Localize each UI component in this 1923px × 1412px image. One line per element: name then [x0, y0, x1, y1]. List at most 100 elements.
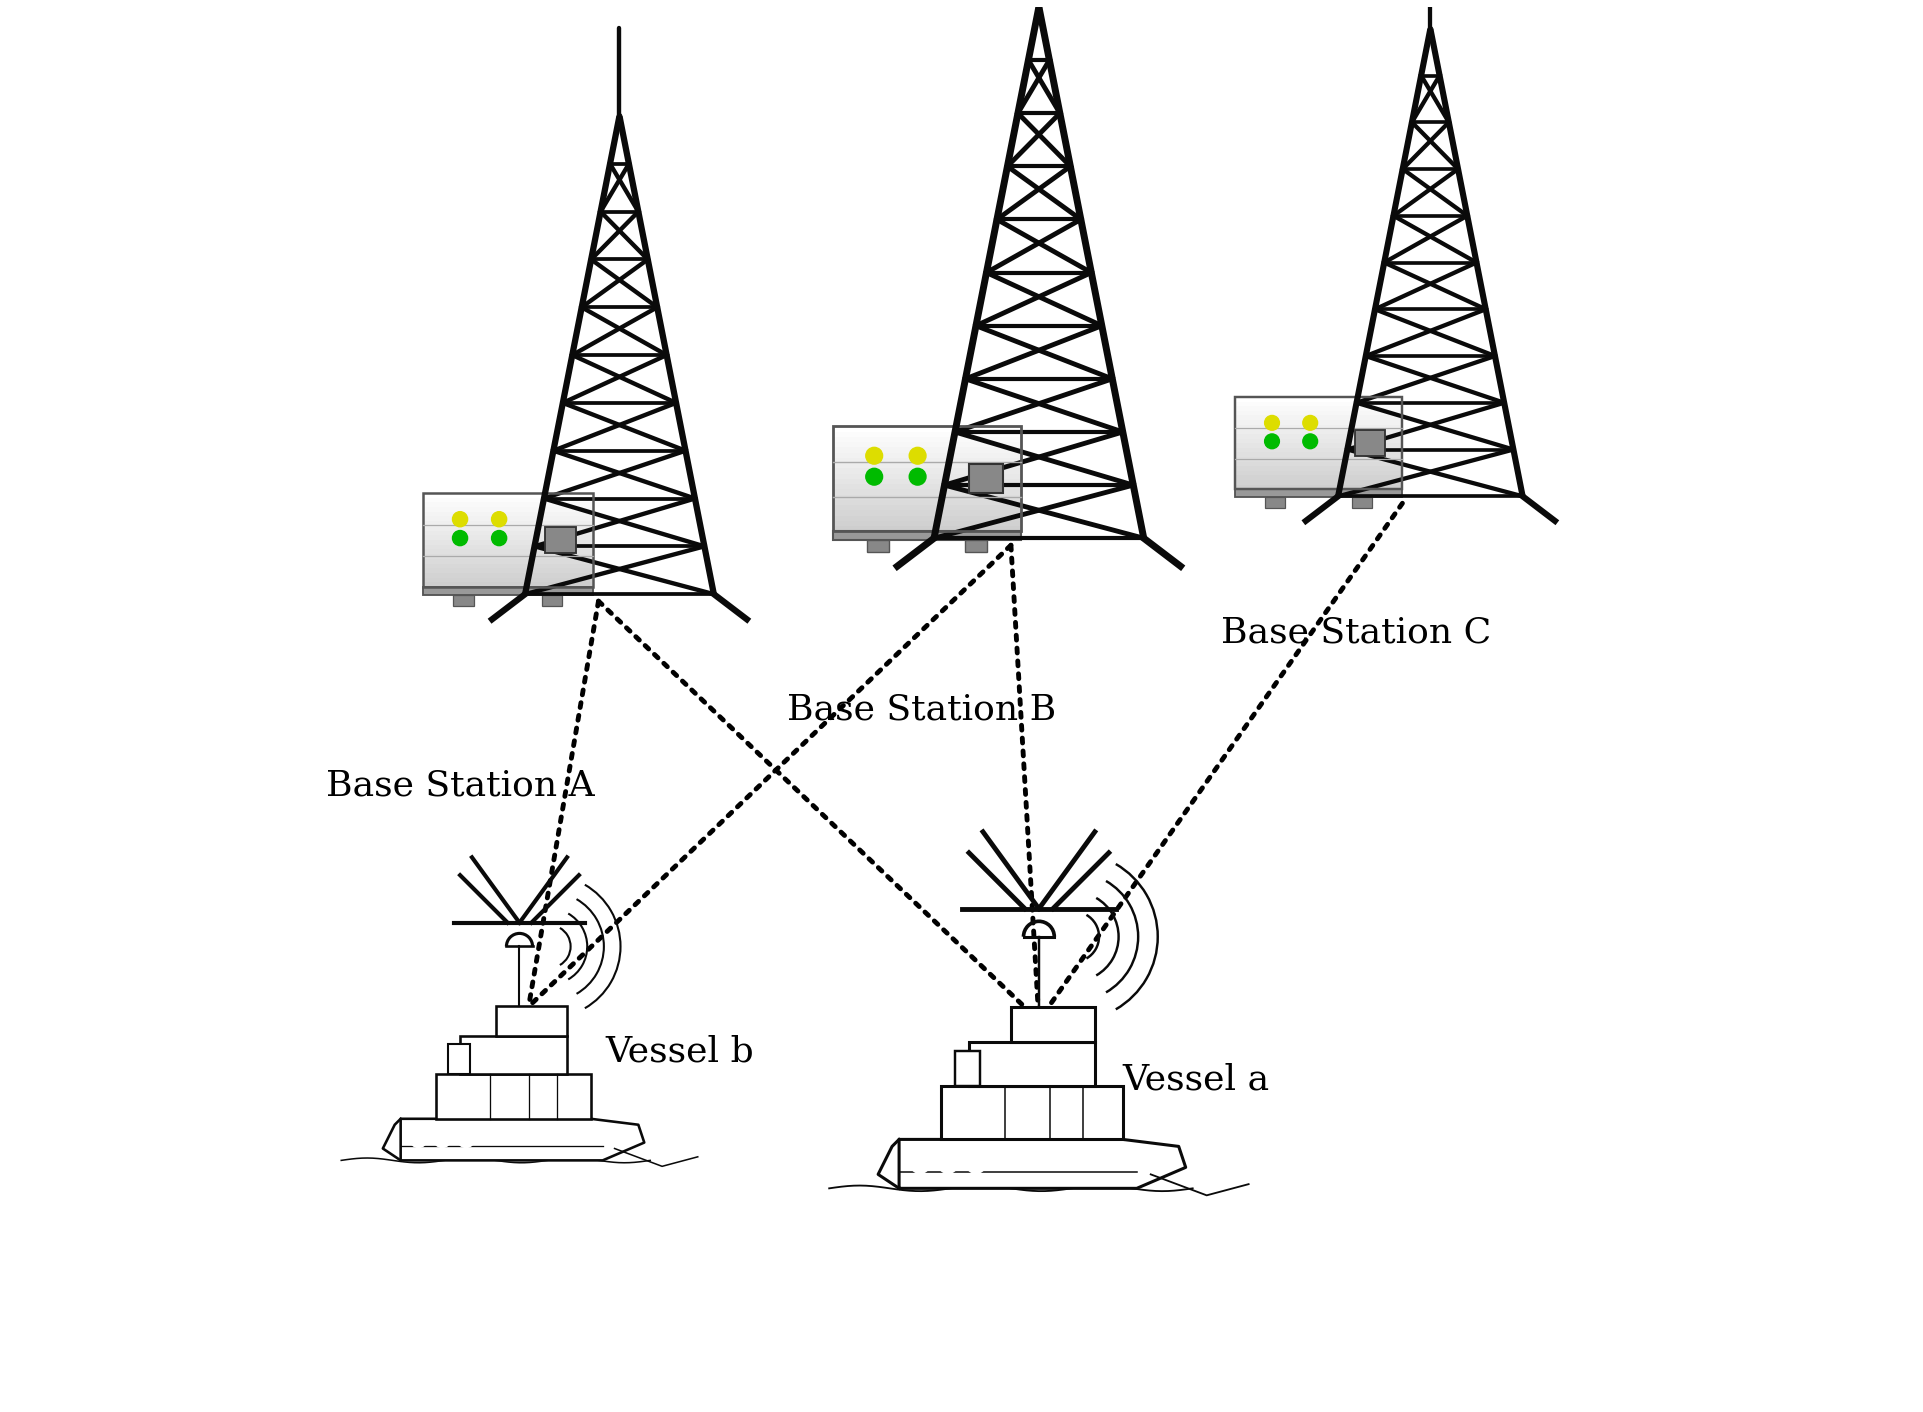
Bar — [1235, 452, 1400, 457]
Bar — [969, 1042, 1094, 1086]
Circle shape — [1302, 433, 1317, 449]
Bar — [437, 1073, 590, 1118]
Bar — [423, 539, 592, 545]
Bar — [423, 559, 592, 563]
Circle shape — [458, 1131, 475, 1148]
Bar — [833, 510, 1021, 515]
Bar — [423, 503, 592, 507]
Circle shape — [938, 1154, 958, 1173]
Bar — [423, 582, 592, 587]
Bar — [1265, 497, 1285, 508]
Bar — [423, 493, 592, 497]
Bar — [423, 554, 592, 559]
Bar — [1235, 443, 1400, 448]
Bar — [833, 515, 1021, 521]
Bar — [1235, 425, 1400, 429]
Bar — [423, 493, 592, 587]
Bar — [967, 465, 1002, 493]
Bar — [1235, 415, 1400, 421]
Bar — [963, 539, 986, 552]
Bar — [423, 535, 592, 539]
Circle shape — [490, 531, 506, 545]
Bar — [833, 463, 1021, 469]
Bar — [833, 490, 1021, 494]
Bar — [423, 507, 592, 511]
Bar — [423, 525, 592, 531]
Bar — [833, 453, 1021, 457]
Bar — [833, 426, 1021, 531]
Circle shape — [1263, 433, 1279, 449]
Bar — [1235, 457, 1400, 462]
Bar — [833, 442, 1021, 448]
Text: Vessel a: Vessel a — [1123, 1062, 1269, 1097]
Bar — [423, 531, 592, 535]
Circle shape — [910, 469, 925, 486]
Circle shape — [865, 448, 883, 465]
Bar — [544, 527, 575, 554]
Bar — [423, 549, 592, 554]
Bar — [1352, 497, 1371, 508]
Bar — [1235, 433, 1400, 439]
Bar — [1235, 401, 1400, 407]
Bar — [833, 448, 1021, 453]
Bar — [1235, 480, 1400, 484]
Bar — [1010, 1007, 1094, 1042]
Bar — [423, 563, 592, 568]
Bar — [448, 1043, 469, 1073]
Circle shape — [1302, 415, 1317, 431]
Bar — [1235, 397, 1400, 490]
Polygon shape — [898, 1139, 1185, 1189]
Bar — [833, 500, 1021, 505]
Bar — [423, 568, 592, 573]
Polygon shape — [383, 1118, 400, 1161]
Text: Base Station C: Base Station C — [1219, 616, 1490, 650]
Bar — [865, 539, 888, 552]
Bar — [1235, 421, 1400, 425]
Bar — [833, 426, 1021, 432]
Circle shape — [452, 511, 467, 527]
Bar — [423, 545, 592, 549]
Bar — [833, 505, 1021, 510]
Bar — [423, 573, 592, 578]
Bar — [1235, 466, 1400, 470]
Circle shape — [1263, 415, 1279, 431]
Bar — [833, 457, 1021, 463]
Bar — [1354, 431, 1385, 456]
Bar — [1235, 411, 1400, 415]
Bar — [423, 587, 592, 594]
Bar — [833, 469, 1021, 473]
Circle shape — [452, 531, 467, 545]
Bar — [423, 578, 592, 582]
Bar — [1235, 476, 1400, 480]
Bar — [460, 1035, 567, 1073]
Bar — [833, 436, 1021, 442]
Bar — [833, 479, 1021, 484]
Bar — [940, 1086, 1123, 1139]
Bar — [1235, 407, 1400, 411]
Bar — [833, 484, 1021, 490]
Bar — [1235, 397, 1400, 401]
Bar — [1235, 462, 1400, 466]
Bar — [833, 494, 1021, 500]
Bar — [833, 531, 1021, 539]
Bar — [833, 527, 1021, 531]
Text: Base Station B: Base Station B — [787, 692, 1056, 726]
Bar — [833, 473, 1021, 479]
Text: Vessel b: Vessel b — [606, 1035, 754, 1069]
Bar — [423, 517, 592, 521]
Bar — [1235, 490, 1400, 497]
Text: Base Station A: Base Station A — [325, 770, 594, 803]
Bar — [423, 497, 592, 503]
Circle shape — [865, 469, 883, 486]
Circle shape — [435, 1131, 450, 1148]
Circle shape — [910, 1154, 929, 1173]
Circle shape — [910, 448, 925, 465]
Bar — [540, 594, 562, 606]
Bar — [423, 511, 592, 517]
Bar — [423, 521, 592, 525]
Polygon shape — [877, 1139, 898, 1189]
Bar — [833, 432, 1021, 436]
Circle shape — [965, 1154, 985, 1173]
Bar — [1235, 470, 1400, 476]
Bar — [954, 1052, 979, 1086]
